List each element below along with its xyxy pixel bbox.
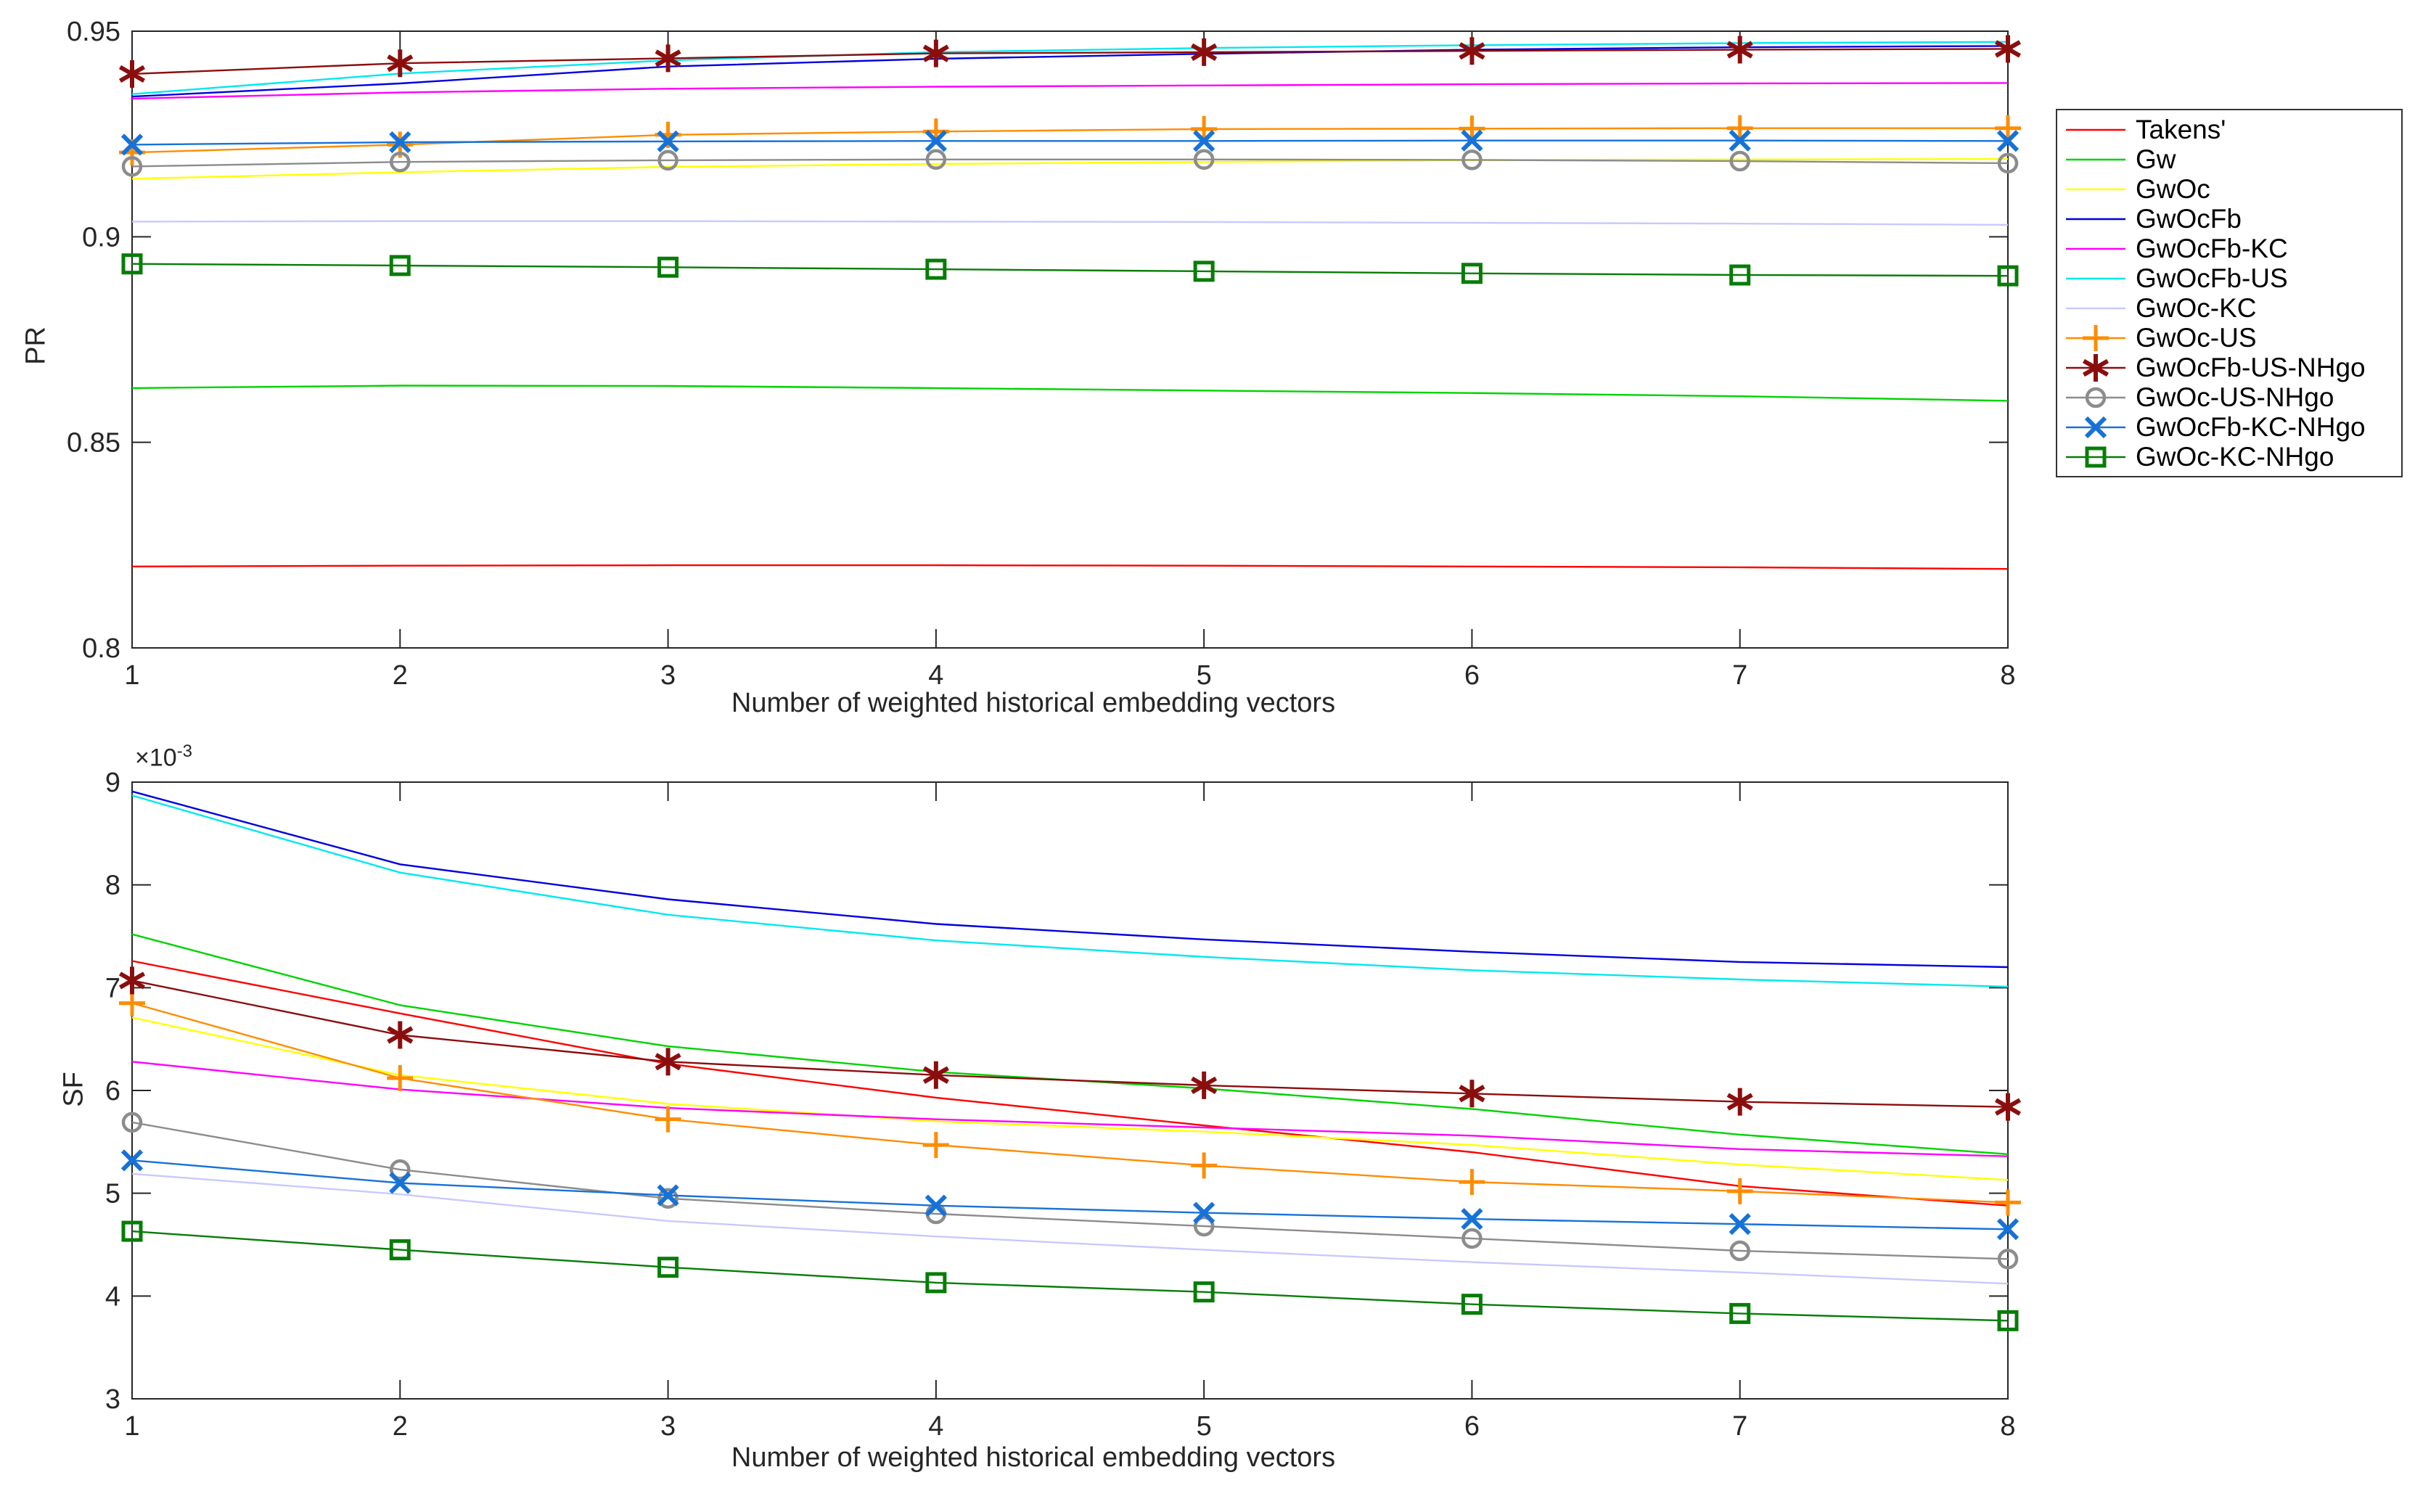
- series-GwOcFb-KC: [131, 82, 2009, 100]
- series-GwOc: [131, 1016, 2009, 1181]
- y-tick-label: 0.8: [82, 633, 120, 664]
- legend-item-GwOc: GwOc: [2065, 174, 2401, 204]
- legend-item-GwOcFb-US-NHgo: GwOcFb-US-NHgo: [2065, 353, 2401, 382]
- legend-label: GwOc-US-NHgo: [2136, 382, 2334, 412]
- series-GwOcFb-KC-NHgo: [120, 129, 2020, 156]
- series-GwOc-KC: [131, 1172, 2009, 1285]
- x-tick-label: 3: [660, 660, 676, 691]
- legend-label: GwOc-US: [2136, 322, 2257, 353]
- legend-sample-plus-icon: [2066, 324, 2125, 351]
- series-GwOcFb-US: [131, 41, 2009, 95]
- series-GwOcFb-KC-NHgo: [120, 1149, 2020, 1241]
- legend-label: GwOc: [2136, 173, 2210, 204]
- sf-axis-multiplier: ×10-3: [135, 741, 193, 772]
- legend-sample-line-icon: [2066, 307, 2125, 309]
- legend-sample-star-icon: [2066, 353, 2125, 382]
- legend-label: GwOcFb-US: [2136, 263, 2288, 293]
- legend-item-GwOc-US: GwOc-US: [2065, 323, 2401, 353]
- pr-axis-label: PR: [20, 326, 52, 365]
- series-GwOcFb-US-NHgo: [118, 35, 2022, 88]
- series-GwOc-KC: [131, 220, 2009, 226]
- legend-label: GwOcFb-KC-NHgo: [2136, 411, 2366, 442]
- x-tick-label: 2: [393, 1411, 408, 1442]
- legend-item-GwOcFb-US: GwOcFb-US: [2065, 263, 2401, 293]
- legend-item-Gw: Gw: [2065, 144, 2401, 174]
- legend-item-GwOcFb: GwOcFb: [2065, 204, 2401, 234]
- series-GwOcFb-US: [131, 794, 2009, 988]
- legend-item-GwOcFb-KC-NHgo: GwOcFb-KC-NHgo: [2065, 412, 2401, 442]
- legend-sample-line-icon: [2066, 247, 2125, 250]
- y-tick-label: 9: [105, 768, 120, 798]
- legend-label: Gw: [2136, 144, 2176, 174]
- series-GwOcFb-US-NHgo: [118, 966, 2022, 1121]
- x-tick-label: 8: [2000, 660, 2015, 691]
- legend-sample-line-icon: [2066, 218, 2125, 220]
- pr-xaxis-label: Number of weighted historical embedding …: [731, 688, 1336, 718]
- legend-item-GwOc-KC-NHgo: GwOc-KC-NHgo: [2065, 442, 2401, 472]
- legend: Takens' Gw GwOc GwOcFb GwOcFb-KC GwOcFb-US GwO…: [2056, 109, 2403, 477]
- series-GwOcFb: [131, 45, 2009, 98]
- x-tick-label: 4: [928, 660, 943, 691]
- x-tick-label: 6: [1464, 660, 1480, 691]
- legend-item-GwOcFb-KC: GwOcFb-KC: [2065, 234, 2401, 263]
- legend-label: GwOc-KC-NHgo: [2136, 441, 2334, 472]
- series-Takens': [131, 960, 2009, 1207]
- series-GwOc-KC-NHgo: [121, 253, 2019, 287]
- legend-label: GwOcFb-KC: [2136, 233, 2288, 263]
- x-tick-label: 8: [2000, 1411, 2015, 1442]
- legend-sample-line-icon: [2066, 277, 2125, 279]
- legend-item-Takens': Takens': [2065, 115, 2401, 144]
- pr-line-chart: 1 2 3 4 5 6 7 8 0.8 0.85 0.9 0.95: [67, 17, 2022, 691]
- x-tick-label: 1: [124, 1411, 139, 1442]
- series-GwOc-US-NHgo: [121, 1112, 2019, 1270]
- sf-xaxis-label: Number of weighted historical embedding …: [731, 1442, 1336, 1473]
- legend-sample-line-icon: [2066, 128, 2125, 131]
- y-tick-label: 8: [105, 871, 120, 901]
- series-GwOc: [131, 157, 2009, 180]
- sf-line-chart: 1 2 3 4 5 6 7 8 3 4 5 6 7 8 9: [105, 768, 2022, 1442]
- legend-label: GwOcFb-US-NHgo: [2136, 352, 2366, 382]
- series-Gw: [131, 933, 2009, 1155]
- x-tick-label: 5: [1197, 1411, 1212, 1442]
- x-tick-label: 5: [1197, 660, 1212, 691]
- legend-label: GwOc-KC: [2136, 292, 2257, 323]
- series-GwOcFb: [131, 790, 2009, 969]
- sf-axis-label: SF: [58, 1072, 89, 1107]
- x-tick-label: 3: [660, 1411, 676, 1442]
- series-GwOcFb-KC: [131, 1061, 2009, 1157]
- y-tick-label: 4: [105, 1281, 120, 1312]
- series-GwOc-US: [119, 990, 2021, 1216]
- axes-sf: 1 2 3 4 5 6 7 8 3 4 5 6 7 8 9: [105, 768, 2016, 1442]
- y-tick-label: 3: [105, 1384, 120, 1415]
- y-tick-label: 0.9: [82, 222, 120, 252]
- series-GwOc-US-NHgo: [121, 149, 2019, 177]
- y-tick-label: 7: [105, 973, 120, 1003]
- x-tick-label: 7: [1732, 1411, 1747, 1442]
- y-tick-label: 5: [105, 1179, 120, 1209]
- x-tick-label: 1: [124, 660, 139, 691]
- legend-item-GwOc-KC: GwOc-KC: [2065, 293, 2401, 323]
- y-tick-label: 6: [105, 1076, 120, 1106]
- y-tick-label: 0.85: [67, 428, 120, 459]
- series-Gw: [131, 385, 2009, 402]
- y-tick-label: 0.95: [67, 17, 120, 47]
- x-tick-label: 6: [1464, 1411, 1480, 1442]
- legend-label: GwOcFb: [2136, 203, 2242, 234]
- x-tick-label: 4: [928, 1411, 943, 1442]
- legend-sample-square-icon: [2066, 446, 2125, 467]
- axes-pr: 1 2 3 4 5 6 7 8 0.8 0.85 0.9 0.95: [67, 17, 2016, 691]
- legend-sample-line-icon: [2066, 158, 2125, 160]
- series-Takens': [131, 564, 2009, 570]
- x-tick-label: 2: [393, 660, 408, 691]
- legend-sample-line-icon: [2066, 188, 2125, 190]
- series-GwOc-KC-NHgo: [121, 1220, 2019, 1331]
- legend-sample-circle-icon: [2066, 387, 2125, 408]
- legend-label: Takens': [2136, 114, 2226, 144]
- legend-item-GwOc-US-NHgo: GwOc-US-NHgo: [2065, 382, 2401, 412]
- legend-sample-xcross-icon: [2066, 416, 2125, 438]
- x-tick-label: 7: [1732, 660, 1747, 691]
